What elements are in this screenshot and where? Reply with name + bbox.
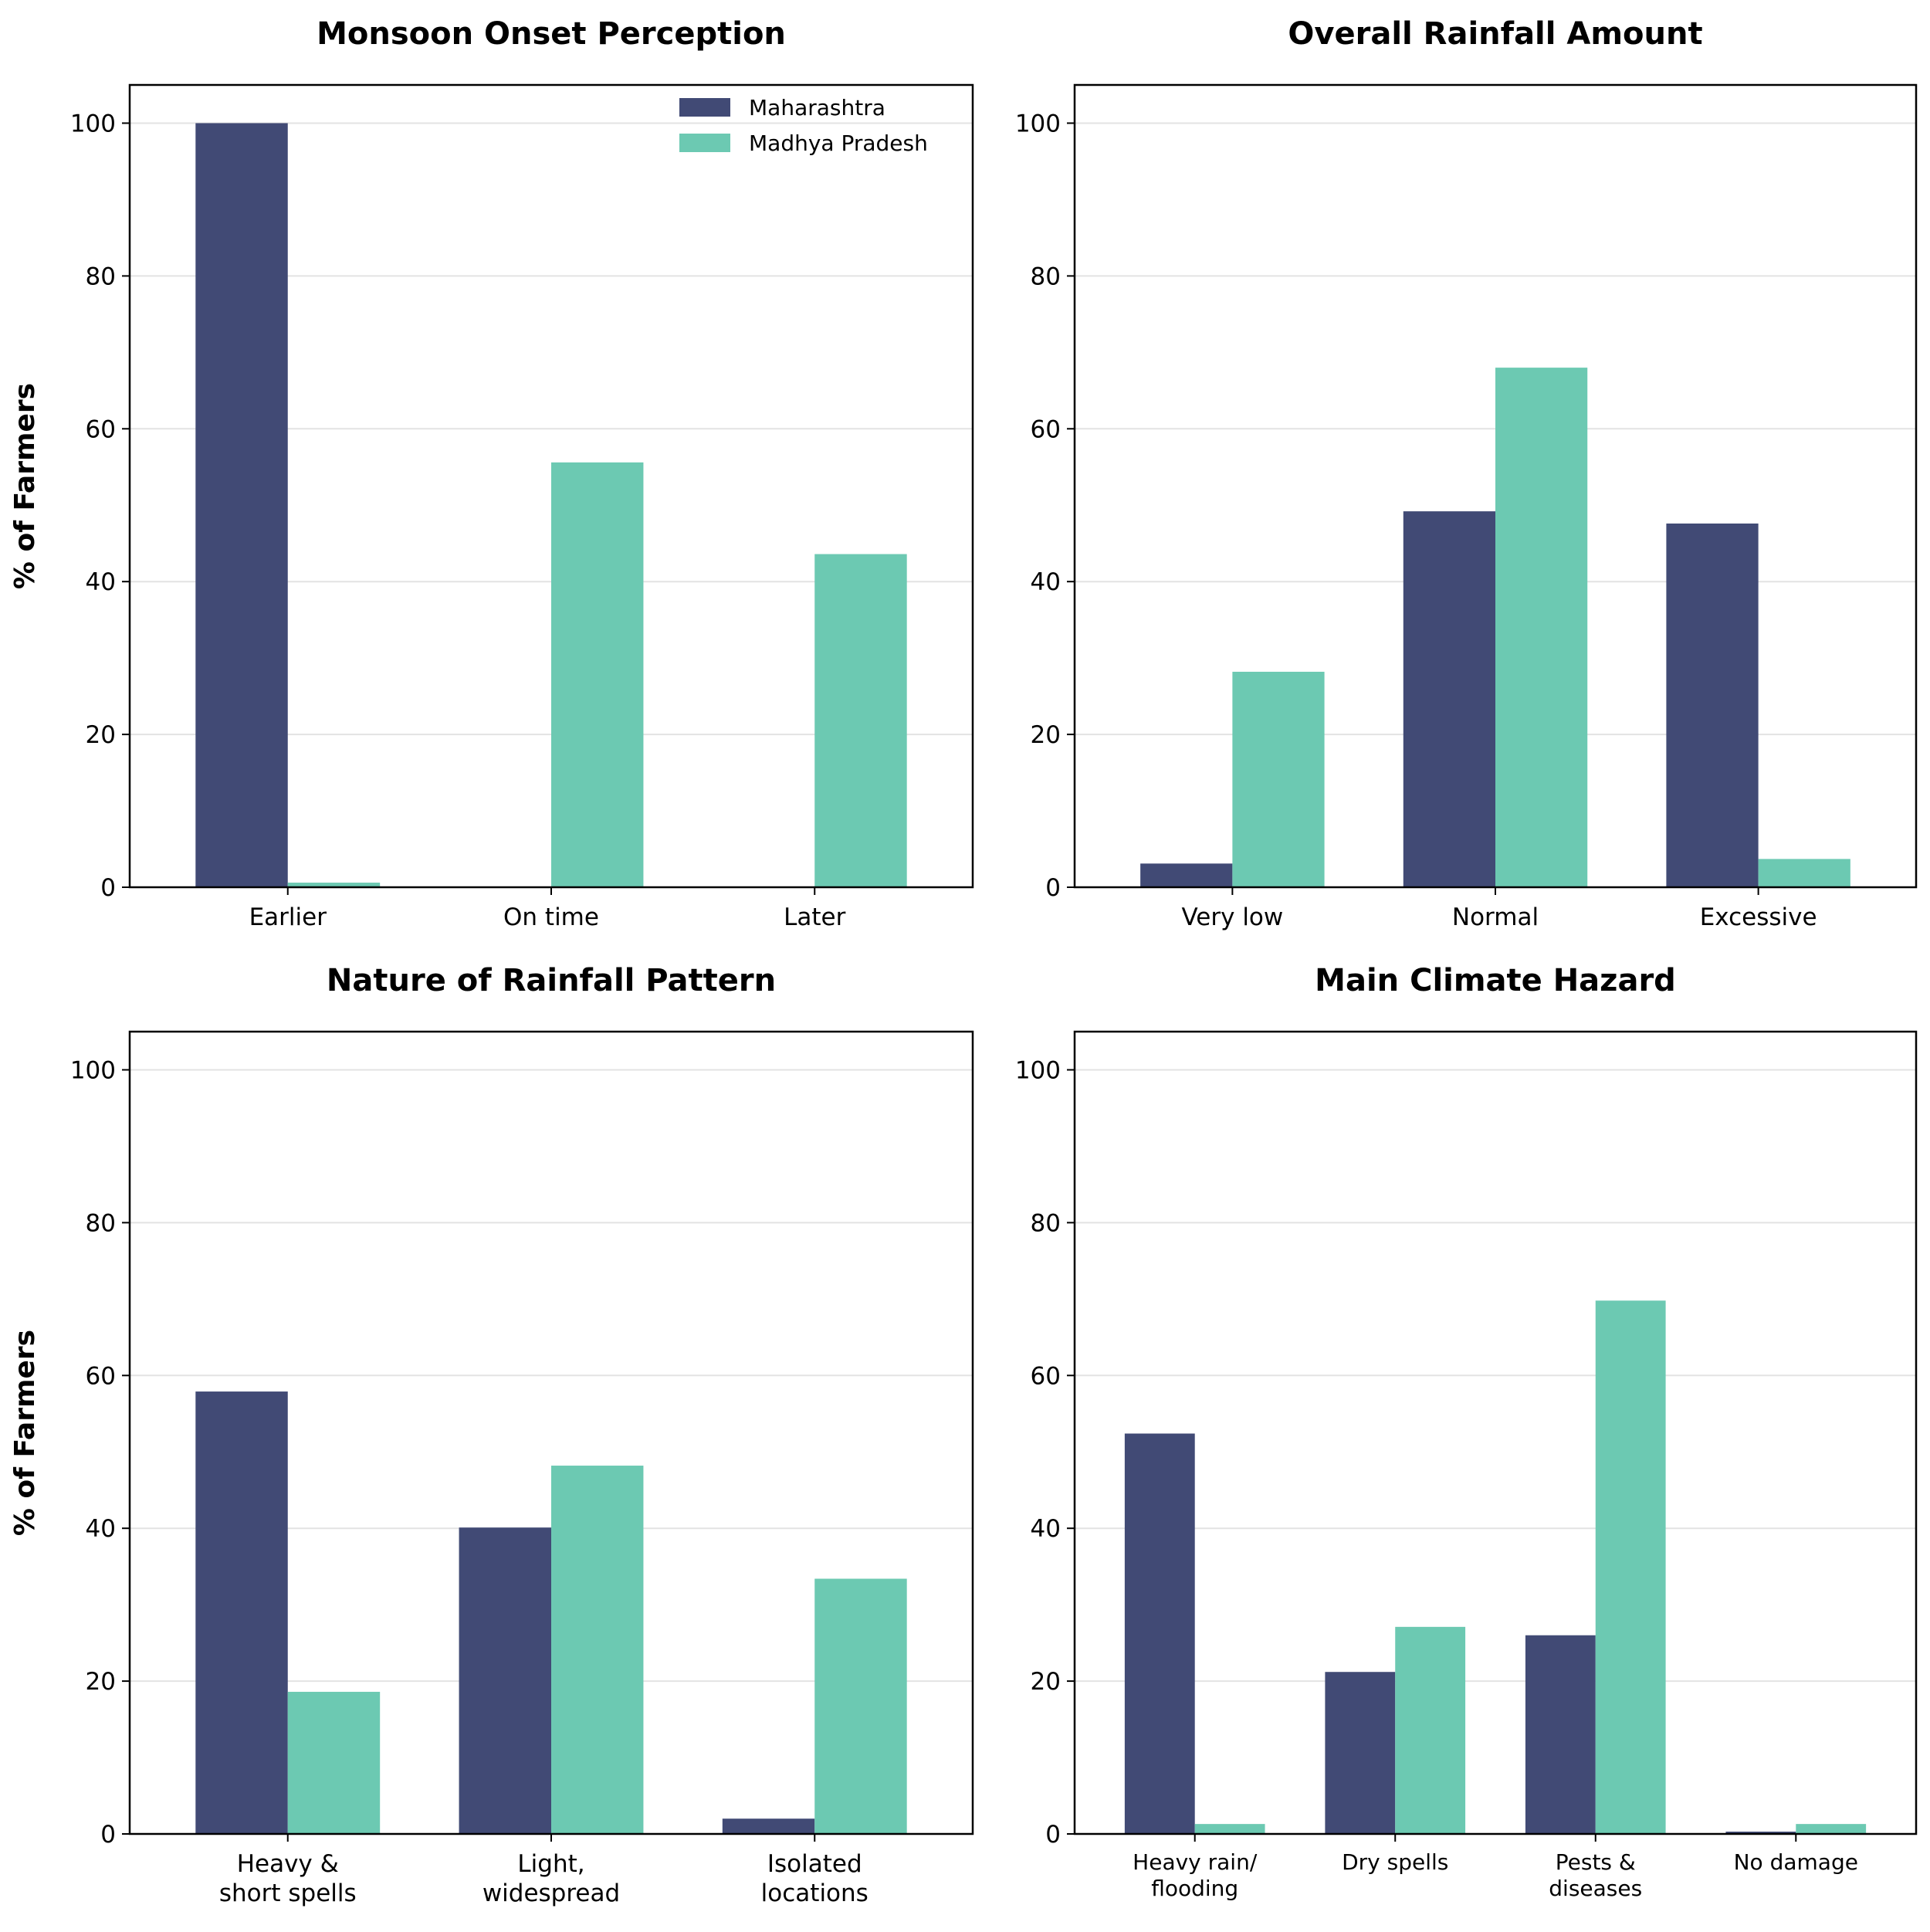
x-tick-label: Normal <box>1452 903 1539 931</box>
x-tick-label: Heavy rain/ <box>1133 1849 1258 1875</box>
bar-madhya-pradesh <box>814 554 907 887</box>
x-tick-label: Later <box>784 903 845 931</box>
y-tick-label: 100 <box>70 110 116 137</box>
x-tick-label: Earlier <box>249 903 327 931</box>
y-tick-label: 0 <box>100 874 116 902</box>
x-tick-label: short spells <box>219 1879 357 1907</box>
bar-madhya-pradesh <box>814 1578 907 1834</box>
bar-madhya-pradesh <box>551 1466 644 1834</box>
bar-madhya-pradesh <box>1232 671 1325 887</box>
bar-maharashtra <box>1666 523 1759 887</box>
y-tick-label: 60 <box>1031 1362 1061 1390</box>
bar-maharashtra <box>1140 863 1233 887</box>
bar-madhya-pradesh <box>1395 1626 1466 1834</box>
x-tick-label: diseases <box>1549 1876 1642 1901</box>
y-tick-label: 60 <box>86 415 116 443</box>
panel-title: Overall Rainfall Amount <box>1288 16 1702 52</box>
x-tick-label: flooding <box>1151 1876 1238 1901</box>
y-tick-label: 80 <box>86 263 116 290</box>
x-tick-label: Very low <box>1182 903 1284 931</box>
y-tick-label: 100 <box>1015 110 1061 137</box>
bar-maharashtra <box>1124 1433 1195 1834</box>
bar-madhya-pradesh <box>287 883 381 887</box>
y-tick-label: 0 <box>1045 1821 1061 1849</box>
x-tick-label: Heavy & <box>237 1850 339 1878</box>
y-tick-label: 80 <box>86 1209 116 1237</box>
y-tick-label: 40 <box>1031 1515 1061 1543</box>
bar-maharashtra <box>722 1818 815 1834</box>
panel-title: Main Climate Hazard <box>1315 963 1676 998</box>
x-tick-label: Isolated <box>767 1850 862 1878</box>
bar-maharashtra <box>1325 1672 1396 1834</box>
x-tick-label: No damage <box>1734 1849 1858 1875</box>
bar-madhya-pradesh <box>1796 1824 1867 1834</box>
y-tick-label: 40 <box>1031 568 1061 596</box>
bar-maharashtra <box>1403 511 1495 887</box>
x-tick-label: Excessive <box>1700 903 1817 931</box>
legend-label: Madhya Pradesh <box>749 130 928 156</box>
bar-madhya-pradesh <box>1495 368 1588 888</box>
legend-swatch <box>679 134 730 152</box>
x-tick-label: Pests & <box>1556 1849 1636 1875</box>
bar-madhya-pradesh <box>1595 1300 1666 1834</box>
y-tick-label: 80 <box>1031 263 1061 290</box>
bar-madhya-pradesh <box>551 462 644 887</box>
panel-title: Nature of Rainfall Pattern <box>327 963 776 998</box>
axes-frame <box>1073 1030 1918 1835</box>
y-tick-label: 40 <box>86 568 116 596</box>
y-tick-label: 20 <box>86 721 116 749</box>
y-tick-label: 60 <box>86 1362 116 1390</box>
y-tick-label: 100 <box>1015 1056 1061 1084</box>
y-tick-label: 0 <box>100 1821 116 1849</box>
legend-swatch <box>679 98 730 117</box>
y-tick-label: 60 <box>1031 415 1061 443</box>
x-tick-label: widespread <box>482 1879 620 1907</box>
bar-madhya-pradesh <box>1194 1824 1265 1834</box>
y-tick-label: 80 <box>1031 1209 1061 1237</box>
y-axis-label: % of Farmers <box>9 1330 41 1536</box>
y-tick-label: 40 <box>86 1515 116 1543</box>
y-tick-label: 0 <box>1045 874 1061 902</box>
bar-maharashtra <box>1525 1635 1596 1834</box>
x-tick-label: locations <box>761 1879 868 1907</box>
bar-madhya-pradesh <box>1758 859 1850 887</box>
bar-maharashtra <box>195 123 288 887</box>
y-tick-label: 20 <box>1031 721 1061 749</box>
bar-maharashtra <box>459 1527 551 1834</box>
bar-maharashtra <box>1725 1832 1796 1834</box>
panel-title: Monsoon Onset Perception <box>317 16 786 52</box>
y-axis-label: % of Farmers <box>9 383 41 589</box>
x-tick-label: Dry spells <box>1342 1849 1448 1875</box>
y-tick-label: 20 <box>86 1668 116 1696</box>
legend-label: Maharashtra <box>749 95 885 120</box>
bar-madhya-pradesh <box>287 1691 381 1834</box>
y-tick-label: 100 <box>70 1056 116 1084</box>
bar-maharashtra <box>195 1391 288 1834</box>
y-tick-label: 20 <box>1031 1668 1061 1696</box>
x-tick-label: On time <box>503 903 599 931</box>
x-tick-label: Light, <box>517 1850 584 1878</box>
